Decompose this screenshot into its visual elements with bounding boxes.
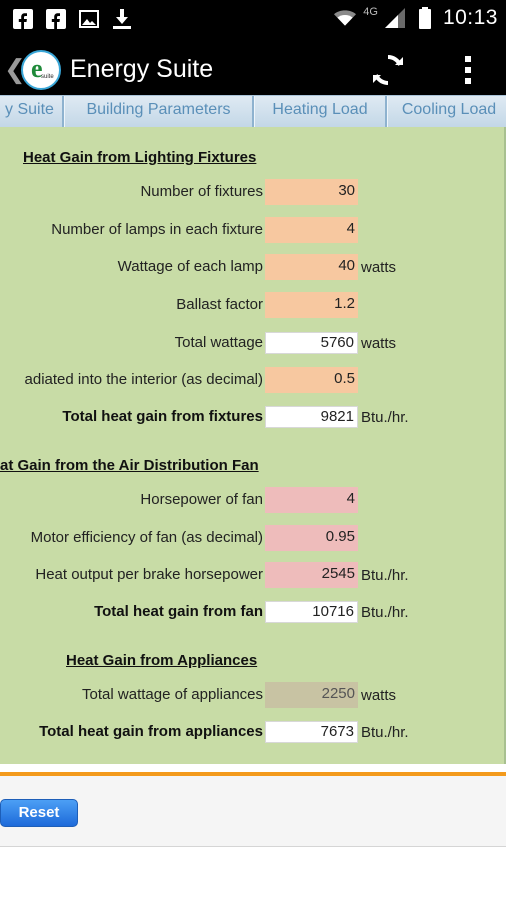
total-heat-gain-fan-output: 10716: [265, 601, 358, 623]
row-label: Number of fixtures: [140, 183, 263, 200]
unit-label: watts: [361, 259, 397, 276]
tab-bar: y Suite Building Parameters Heating Load…: [0, 95, 506, 127]
unit-label: Btu./hr.: [361, 724, 409, 741]
ballast-factor-input[interactable]: 1.2: [265, 292, 358, 318]
form-row-total-heat-gain-fan: Total heat gain from fan 10716 Btu./hr.: [0, 599, 506, 625]
network-type-label: 4G: [363, 6, 378, 18]
row-label: Motor efficiency of fan (as decimal): [30, 529, 263, 546]
refresh-icon[interactable]: [370, 52, 406, 88]
section-title-lighting: Heat Gain from Lighting Fixtures: [23, 149, 257, 166]
heat-output-bhp-input[interactable]: 2545: [265, 562, 358, 588]
section-title-appliances: Heat Gain from Appliances: [66, 652, 258, 669]
form-row-appliance-wattage: Total wattage of appliances 2250 watts: [0, 682, 506, 708]
clock: 10:13: [442, 6, 498, 29]
tab-energy-suite[interactable]: y Suite: [0, 96, 64, 127]
row-label: Total heat gain from appliances: [39, 723, 263, 740]
notification-icons: [12, 8, 133, 30]
form-row-fan-horsepower: Horsepower of fan 4: [0, 487, 506, 513]
row-label: Total heat gain from fixtures: [62, 408, 263, 425]
row-label: Heat output per brake horsepower: [35, 566, 263, 583]
reset-button[interactable]: Reset: [0, 799, 78, 827]
tab-building-parameters[interactable]: Building Parameters: [64, 96, 254, 127]
section-title-fan: at Gain from the Air Distribution Fan: [0, 457, 259, 474]
number-of-fixtures-input[interactable]: 30: [265, 179, 358, 205]
form-row-motor-efficiency: Motor efficiency of fan (as decimal) 0.9…: [0, 525, 506, 551]
app-title: Energy Suite: [70, 55, 214, 83]
back-chevron-icon[interactable]: ❮: [4, 54, 26, 84]
wifi-icon: [334, 7, 357, 29]
row-label: Total wattage: [174, 334, 263, 351]
cooling-load-form: Heat Gain from Lighting Fixtures Number …: [0, 127, 506, 764]
row-label: Ballast factor: [176, 296, 263, 313]
lamps-per-fixture-input[interactable]: 4: [265, 217, 358, 243]
action-bar: ❮ e suite Energy Suite: [0, 38, 506, 102]
logo-text: suite: [41, 74, 54, 80]
total-heat-gain-appliances-output: 7673: [265, 721, 358, 743]
unit-label: Btu./hr.: [361, 567, 409, 584]
total-heat-gain-fixtures-output: 9821: [265, 406, 358, 428]
battery-icon: [414, 7, 436, 29]
app-logo[interactable]: e suite: [21, 50, 61, 90]
blank-area: [0, 848, 506, 900]
form-row-lamps-per-fixture: Number of lamps in each fixture 4: [0, 217, 506, 243]
fan-horsepower-input[interactable]: 4: [265, 487, 358, 513]
signal-icon: [384, 7, 407, 29]
unit-label: Btu./hr.: [361, 604, 409, 621]
row-label: Total heat gain from fan: [94, 603, 263, 620]
facebook-icon: [45, 8, 67, 30]
row-label: Horsepower of fan: [140, 491, 263, 508]
unit-label: watts: [361, 687, 397, 704]
download-icon: [111, 8, 133, 30]
motor-efficiency-input[interactable]: 0.95: [265, 525, 358, 551]
radiated-fraction-input[interactable]: 0.5: [265, 367, 358, 393]
lamp-wattage-input[interactable]: 40: [265, 254, 358, 280]
tab-cooling-load[interactable]: Cooling Load: [387, 96, 506, 127]
tab-heating-load[interactable]: Heating Load: [254, 96, 387, 127]
row-label: adiated into the interior (as decimal): [24, 371, 263, 388]
footer-bar: Reset: [0, 776, 506, 847]
status-bar: 4G 10:13: [0, 0, 506, 38]
row-label: Total wattage of appliances: [82, 686, 263, 703]
form-row-radiated-fraction: adiated into the interior (as decimal) 0…: [0, 367, 506, 393]
form-row-number-of-fixtures: Number of fixtures 30: [0, 179, 506, 205]
appliance-wattage-input[interactable]: 2250: [265, 682, 358, 708]
system-indicators: 4G 10:13: [334, 6, 498, 30]
facebook-icon: [12, 8, 34, 30]
form-row-lamp-wattage: Wattage of each lamp 40 watts: [0, 254, 506, 280]
unit-label: watts: [361, 335, 397, 352]
form-row-total-heat-gain-fixtures: Total heat gain from fixtures 9821 Btu./…: [0, 404, 506, 430]
image-icon: [78, 8, 100, 30]
form-row-heat-output-bhp: Heat output per brake horsepower 2545 Bt…: [0, 562, 506, 588]
unit-label: Btu./hr.: [361, 409, 409, 426]
row-label: Wattage of each lamp: [117, 258, 263, 275]
form-row-ballast-factor: Ballast factor 1.2: [0, 292, 506, 318]
accent-divider: [0, 772, 506, 776]
form-row-total-wattage: Total wattage 5760 watts: [0, 330, 506, 356]
overflow-menu-icon[interactable]: [456, 52, 480, 88]
row-label: Number of lamps in each fixture: [51, 221, 263, 238]
form-row-total-heat-gain-appliances: Total heat gain from appliances 7673 Btu…: [0, 719, 506, 745]
total-wattage-output: 5760: [265, 332, 358, 354]
logo-letter: e: [31, 54, 43, 83]
